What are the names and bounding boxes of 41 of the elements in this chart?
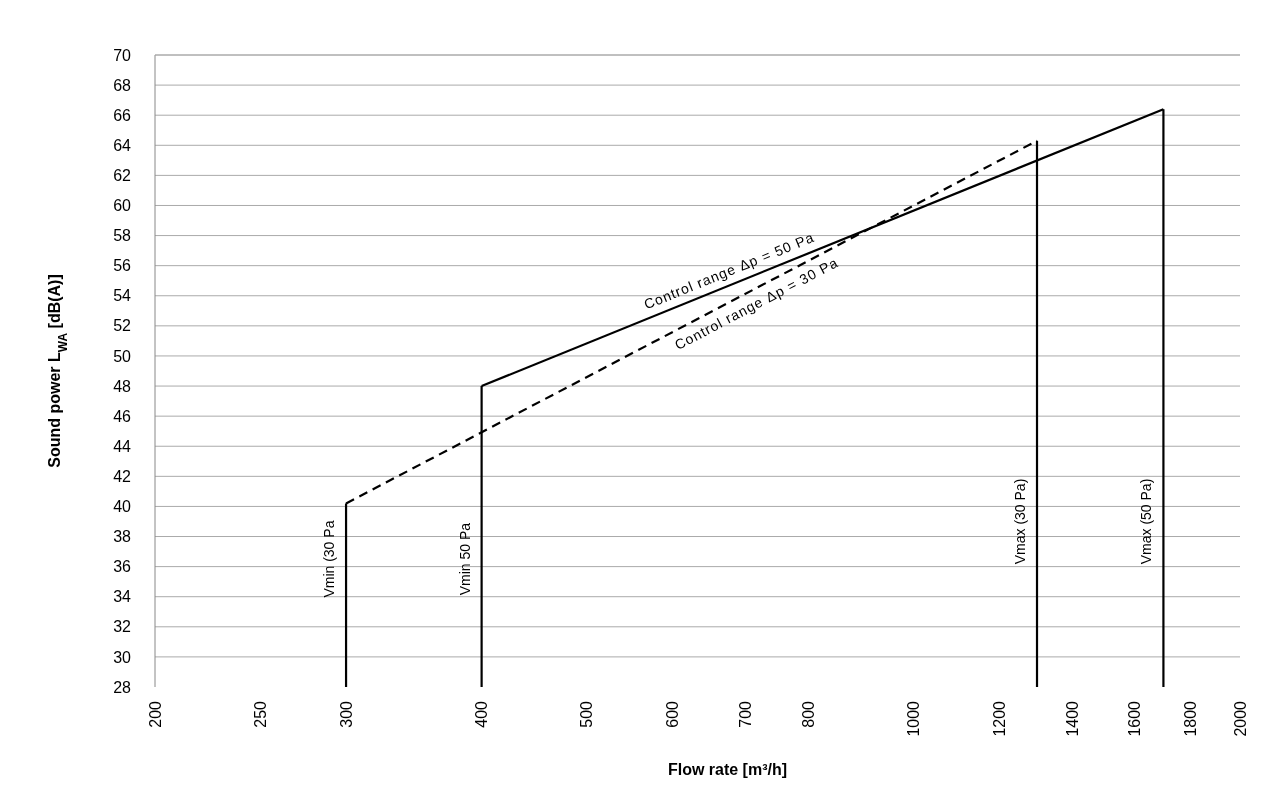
y-tick-label: 38: [113, 528, 132, 546]
y-tick-label: 66: [113, 106, 132, 124]
y-tick-label: 28: [113, 678, 132, 696]
y-tick-label: 34: [113, 588, 132, 606]
y-tick-label: 58: [113, 227, 132, 245]
annotation: Vmax (50 Pa): [1138, 478, 1155, 565]
x-tick-label: 1000: [904, 700, 922, 737]
x-tick-label: 400: [473, 700, 491, 728]
x-tick-label: 1600: [1126, 700, 1144, 737]
annotation: Vmin 50 Pa: [456, 522, 473, 596]
y-tick-label: 62: [113, 166, 132, 184]
y-tick-label: 42: [113, 467, 132, 485]
y-tick-label: 70: [113, 46, 132, 64]
y-tick-label: 30: [113, 648, 132, 666]
x-tick-label: 250: [251, 700, 269, 728]
x-tick-label: 1800: [1181, 700, 1199, 737]
annotation: Vmax (30 Pa): [1012, 478, 1029, 565]
y-tick-label: 68: [113, 76, 132, 94]
y-tick-label: 46: [113, 407, 132, 425]
y-tick-label: 54: [113, 287, 132, 305]
x-tick-label: 1200: [990, 700, 1008, 737]
x-tick-label: 300: [337, 700, 355, 728]
y-tick-label: 48: [113, 377, 132, 395]
y-tick-label: 36: [113, 558, 132, 576]
y-tick-label: 40: [113, 498, 132, 516]
y-tick-label: 60: [113, 197, 132, 215]
y-tick-label: 64: [113, 136, 132, 154]
x-tick-label: 2000: [1231, 700, 1249, 737]
x-tick-label: 200: [146, 700, 164, 728]
y-tick-label: 50: [113, 347, 132, 365]
x-tick-label: 1400: [1063, 700, 1081, 737]
x-tick-label: 700: [736, 700, 754, 728]
y-tick-label: 56: [113, 257, 132, 275]
annotation: Vmin (30 Pa: [321, 520, 338, 598]
y-tick-label: 32: [113, 618, 132, 636]
y-tick-label: 52: [113, 317, 132, 335]
x-tick-label: 600: [664, 700, 682, 728]
y-tick-label: 44: [113, 437, 132, 455]
x-axis-title: Flow rate [m³/h]: [667, 761, 788, 778]
x-tick-label: 800: [799, 700, 817, 728]
x-tick-label: 500: [578, 700, 596, 728]
